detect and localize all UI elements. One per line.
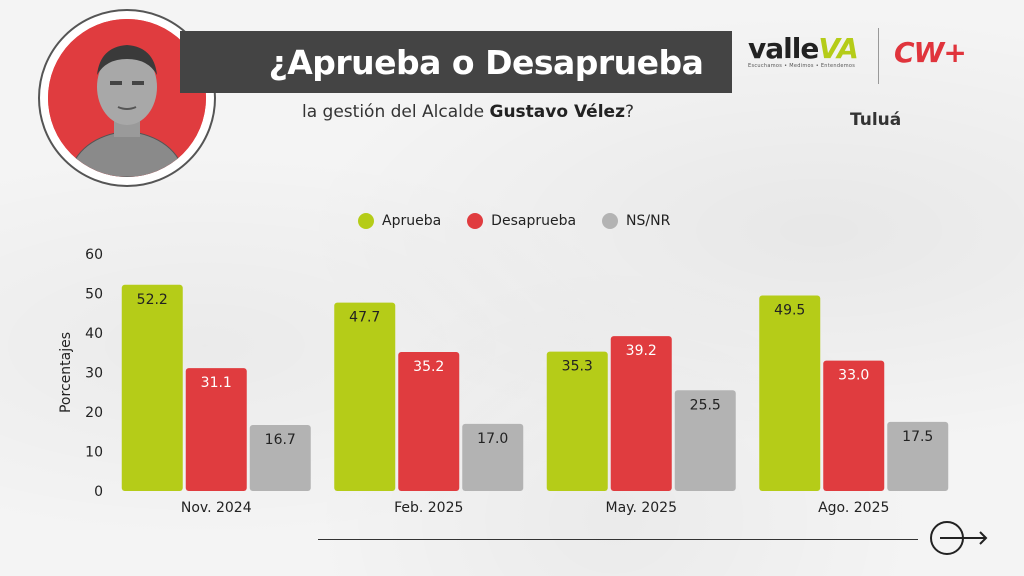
page-subtitle: la gestión del Alcalde Gustavo Vélez?: [302, 102, 634, 122]
subtitle-prefix: la gestión del Alcalde: [302, 102, 490, 122]
y-tick-label: 60: [85, 247, 103, 263]
bar-aprueba: [546, 351, 608, 491]
y-tick-label: 30: [85, 366, 103, 382]
x-tick-label: Nov. 2024: [181, 500, 252, 516]
bar-desaprueba: [398, 351, 460, 491]
data-label-desaprueba: 33.0: [838, 368, 869, 384]
footer-divider: [318, 539, 918, 540]
data-label-desaprueba: 35.2: [413, 359, 444, 375]
logos: valleVA Escuchamos • Medimos • Entendemo…: [748, 28, 998, 88]
data-label-nsnr: 16.7: [265, 432, 296, 448]
legend-dot-desaprueba: [467, 213, 484, 229]
y-tick-label: 10: [85, 445, 103, 461]
logo-separator: [878, 28, 879, 84]
legend-label-aprueba: Aprueba: [382, 213, 442, 229]
city-label: Tuluá: [850, 110, 902, 130]
next-button[interactable]: [930, 521, 988, 555]
bar-desaprueba: [823, 360, 885, 491]
legend-item-nsnr: NS/NR: [602, 213, 670, 229]
y-tick-label: 40: [85, 326, 103, 342]
arrow-right-icon: [940, 531, 988, 545]
legend-label-desaprueba: Desaprueba: [491, 213, 577, 229]
data-label-aprueba: 35.3: [562, 359, 593, 375]
avatar: [48, 19, 206, 177]
subtitle-name: Gustavo Vélez: [489, 102, 625, 122]
x-tick-label: Ago. 2025: [818, 500, 889, 516]
x-tick-label: May. 2025: [606, 500, 677, 516]
chart-legend: Aprueba Desaprueba NS/NR: [358, 213, 696, 229]
data-label-desaprueba: 31.1: [201, 375, 232, 391]
bar-nsnr: [249, 425, 311, 491]
data-label-desaprueba: 39.2: [626, 343, 657, 359]
legend-item-aprueba: Aprueba: [358, 213, 441, 229]
bar-nsnr: [674, 390, 736, 491]
valle-word: valle: [748, 32, 819, 65]
bar-aprueba: [759, 295, 821, 491]
valleva-logo: valleVA Escuchamos • Medimos • Entendemo…: [748, 32, 859, 69]
legend-dot-nsnr: [602, 213, 619, 229]
y-axis-label: Porcentajes: [58, 332, 74, 413]
bar-aprueba: [121, 284, 183, 491]
legend-dot-aprueba: [358, 213, 374, 229]
legend-label-nsnr: NS/NR: [626, 213, 671, 229]
bar-nsnr: [462, 423, 524, 491]
bar-desaprueba: [610, 336, 672, 491]
data-label-aprueba: 47.7: [349, 310, 380, 326]
y-tick-label: 20: [85, 405, 103, 421]
y-tick-label: 50: [85, 287, 103, 303]
y-tick-label: 0: [94, 484, 103, 500]
mayor-portrait-icon: [48, 19, 206, 177]
title-bar: ¿Aprueba o Desaprueba: [180, 31, 732, 93]
valle-va: VA: [818, 32, 858, 65]
bar-desaprueba: [185, 368, 247, 491]
data-label-aprueba: 49.5: [774, 302, 805, 318]
legend-item-desaprueba: Desaprueba: [467, 213, 576, 229]
valle-tagline: Escuchamos • Medimos • Entendemos: [748, 63, 856, 69]
page-title: ¿Aprueba o Desaprueba: [268, 42, 704, 82]
data-label-nsnr: 25.5: [690, 397, 721, 413]
cw-logo: CW+: [894, 36, 967, 69]
data-label-nsnr: 17.0: [477, 431, 508, 447]
data-label-nsnr: 17.5: [902, 429, 933, 445]
x-tick-label: Feb. 2025: [394, 500, 463, 516]
bar-nsnr: [887, 421, 949, 491]
data-label-aprueba: 52.2: [137, 292, 168, 308]
subtitle-suffix: ?: [624, 102, 634, 122]
bar-aprueba: [334, 302, 396, 491]
